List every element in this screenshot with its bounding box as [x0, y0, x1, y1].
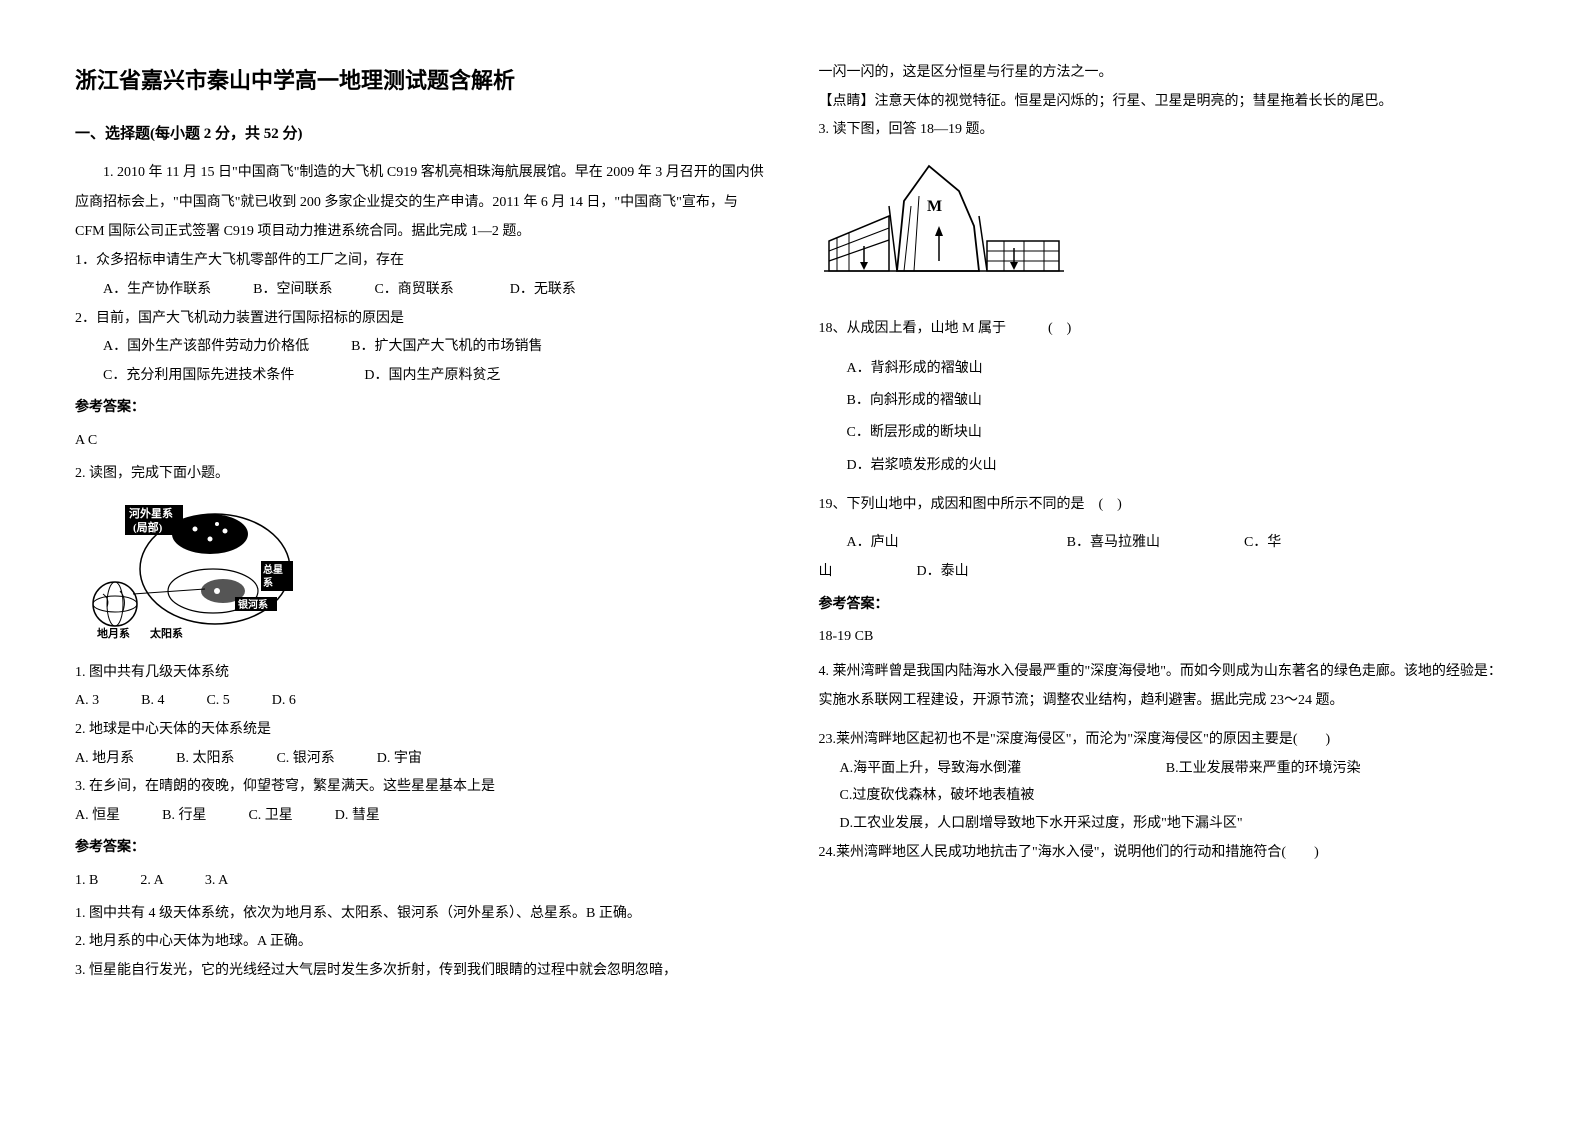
svg-text:河外星系: 河外星系 [129, 506, 173, 520]
q4-optB: B.工业发展带来严重的环境污染 [1166, 756, 1361, 783]
celestial-system-diagram: 河外星系 河外星系 (局部) 总星 系 银河系 地月系 太阳系 [75, 499, 295, 639]
svg-text:地月系: 地月系 [97, 626, 130, 639]
q1-opts2a: A．国外生产该部件劳动力价格低 B．扩大国产大飞机的市场销售 [75, 334, 769, 361]
q4-optC: C.过度砍伐森林，破坏地表植被 [819, 783, 1513, 810]
q2-answer: 1. B 2. A 3. A [75, 868, 769, 895]
q1-answer-label: 参考答案： [75, 395, 769, 422]
col2-tip: 【点睛】注意天体的视觉特征。恒星是闪烁的；行星、卫星是明亮的；彗星拖着长长的尾巴… [819, 89, 1513, 116]
svg-text:太阳系: 太阳系 [149, 626, 183, 639]
q1-intro: 1. 2010 年 11 月 15 日"中国商飞"制造的大飞机 C919 客机亮… [75, 158, 769, 246]
q3-answer-label: 参考答案： [819, 592, 1513, 619]
mountain-diagram: M [819, 156, 1069, 286]
q1-answer: A C [75, 428, 769, 455]
q3-optB: B．向斜形成的褶皱山 [819, 385, 1513, 417]
q3-opts19b: 山 D．泰山 [819, 559, 1513, 586]
q2-sub3: 3. 在乡间，在晴朗的夜晚，仰望苍穹，繁星满天。这些星星基本上是 [75, 774, 769, 801]
q2-opts2: A. 地月系 B. 太阳系 C. 银河系 D. 宇宙 [75, 746, 769, 773]
q2-answer-label: 参考答案： [75, 835, 769, 862]
q3-optA: A．背斜形成的褶皱山 [819, 353, 1513, 385]
q2-sub2: 2. 地球是中心天体的天体系统是 [75, 717, 769, 744]
label-m: M [927, 198, 942, 215]
q2-sub1: 1. 图中共有几级天体系统 [75, 660, 769, 687]
col2-cont: 一闪一闪的，这是区分恒星与行星的方法之一。 [819, 60, 1513, 87]
q3-opts19a: A．庐山 B．喜马拉雅山 C．华 [819, 530, 1513, 557]
q2-exp3: 3. 恒星能自行发光，它的光线经过大气层时发生多次折射，传到我们眼睛的过程中就会… [75, 958, 769, 985]
q2-stem: 2. 读图，完成下面小题。 [75, 461, 769, 488]
q3-optC: C．断层形成的断块山 [819, 417, 1513, 449]
q3-stem: 3. 读下图，回答 18—19 题。 [819, 117, 1513, 144]
right-column: 一闪一闪的，这是区分恒星与行星的方法之一。 【点睛】注意天体的视觉特征。恒星是闪… [794, 60, 1538, 1062]
q2-exp2: 2. 地月系的中心天体为地球。A 正确。 [75, 929, 769, 956]
q4-sub24: 24.莱州湾畔地区人民成功地抗击了"海水入侵"，说明他们的行动和措施符合( ) [819, 840, 1513, 867]
page-title: 浙江省嘉兴市秦山中学高一地理测试题含解析 [75, 60, 769, 102]
q4-sub23: 23.莱州湾畔地区起初也不是"深度海侵区"，而沦为"深度海侵区"的原因主要是( … [819, 727, 1513, 754]
q2-opts1: A. 3 B. 4 C. 5 D. 6 [75, 688, 769, 715]
svg-text:(局部): (局部) [133, 520, 163, 534]
left-column: 浙江省嘉兴市秦山中学高一地理测试题含解析 一、选择题(每小题 2 分，共 52 … [50, 60, 794, 1062]
svg-text:银河系: 银河系 [238, 598, 268, 611]
q4-intro: 4. 莱州湾畔曾是我国内陆海水入侵最严重的"深度海侵地"。而如今则成为山东著名的… [819, 657, 1513, 716]
svg-text:总星: 总星 [263, 563, 283, 576]
svg-text:系: 系 [263, 576, 273, 589]
q1-opts2b: C．充分利用国际先进技术条件 D．国内生产原料贫乏 [75, 363, 769, 390]
q3-answer: 18-19 CB [819, 624, 1513, 651]
q1-sub2: 2．目前，国产大飞机动力装置进行国际招标的原因是 [75, 306, 769, 333]
q3-sub18: 18、从成因上看，山地 M 属于 ( ) [819, 316, 1513, 343]
q2-opts3: A. 恒星 B. 行星 C. 卫星 D. 彗星 [75, 803, 769, 830]
q3-optD: D．岩浆喷发形成的火山 [819, 450, 1513, 482]
q1-sub1: 1．众多招标申请生产大飞机零部件的工厂之间，存在 [75, 248, 769, 275]
q2-exp1: 1. 图中共有 4 级天体系统，依次为地月系、太阳系、银河系（河外星系）、总星系… [75, 901, 769, 928]
q1-opts1: A．生产协作联系 B．空间联系 C．商贸联系 D．无联系 [75, 277, 769, 304]
q4-optD: D.工农业发展，人口剧增导致地下水开采过度，形成"地下漏斗区" [819, 811, 1513, 838]
q4-optA: A.海平面上升，导致海水倒灌 [840, 756, 1163, 783]
section-heading: 一、选择题(每小题 2 分，共 52 分) [75, 120, 769, 149]
q3-sub19: 19、下列山地中，成因和图中所示不同的是 ( ) [819, 492, 1513, 519]
